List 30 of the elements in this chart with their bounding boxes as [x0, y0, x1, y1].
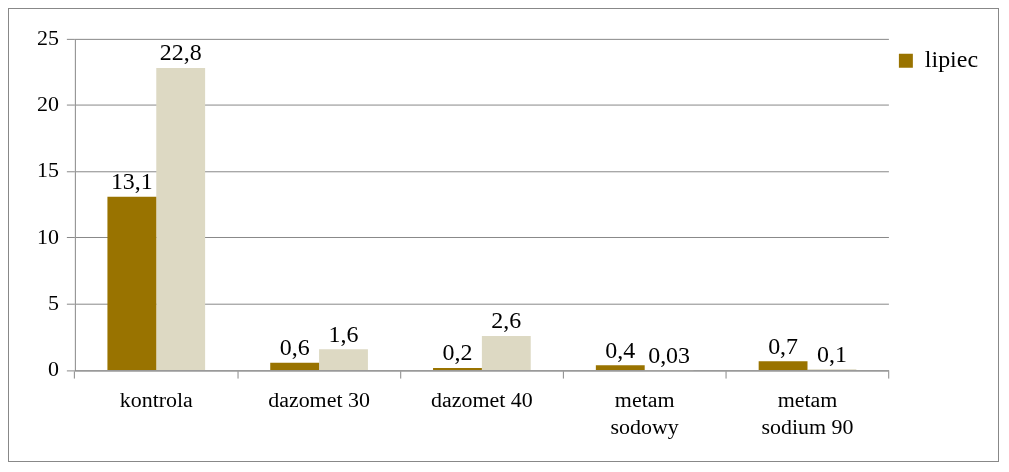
data-label: 22,8 — [159, 39, 202, 66]
bar — [433, 367, 482, 371]
data-label: 0,7 — [768, 332, 799, 359]
bar — [156, 68, 206, 371]
data-label: 0,4 — [605, 336, 636, 363]
y-tick-label: 0 — [47, 356, 59, 382]
x-tick-label: metam sodium 90 — [761, 387, 854, 439]
bar — [319, 349, 368, 371]
x-tick-label: dazomet 30 — [268, 387, 370, 413]
bar — [270, 362, 320, 371]
data-label: 0,2 — [442, 339, 473, 366]
bar — [758, 361, 808, 371]
bar — [107, 196, 157, 371]
bar — [481, 336, 531, 371]
data-label: 13,1 — [110, 168, 153, 195]
data-label: 2,6 — [491, 307, 522, 334]
x-tick-label: metam sodowy — [610, 387, 679, 439]
data-label: 0,1 — [816, 340, 847, 367]
data-label: 0,03 — [648, 341, 691, 368]
x-tick-label: dazomet 40 — [431, 387, 533, 413]
bar — [595, 365, 645, 371]
y-tick-label: 10 — [36, 223, 59, 249]
y-tick-label: 15 — [36, 157, 59, 183]
y-tick-label: 25 — [36, 24, 59, 50]
legend-label: lipiec — [924, 46, 979, 73]
y-tick-label: 5 — [47, 290, 59, 315]
y-tick-label: 20 — [36, 90, 59, 116]
data-label: 1,6 — [328, 320, 359, 347]
x-tick-label: kontrola — [119, 387, 194, 413]
data-label: 0,6 — [279, 333, 310, 360]
